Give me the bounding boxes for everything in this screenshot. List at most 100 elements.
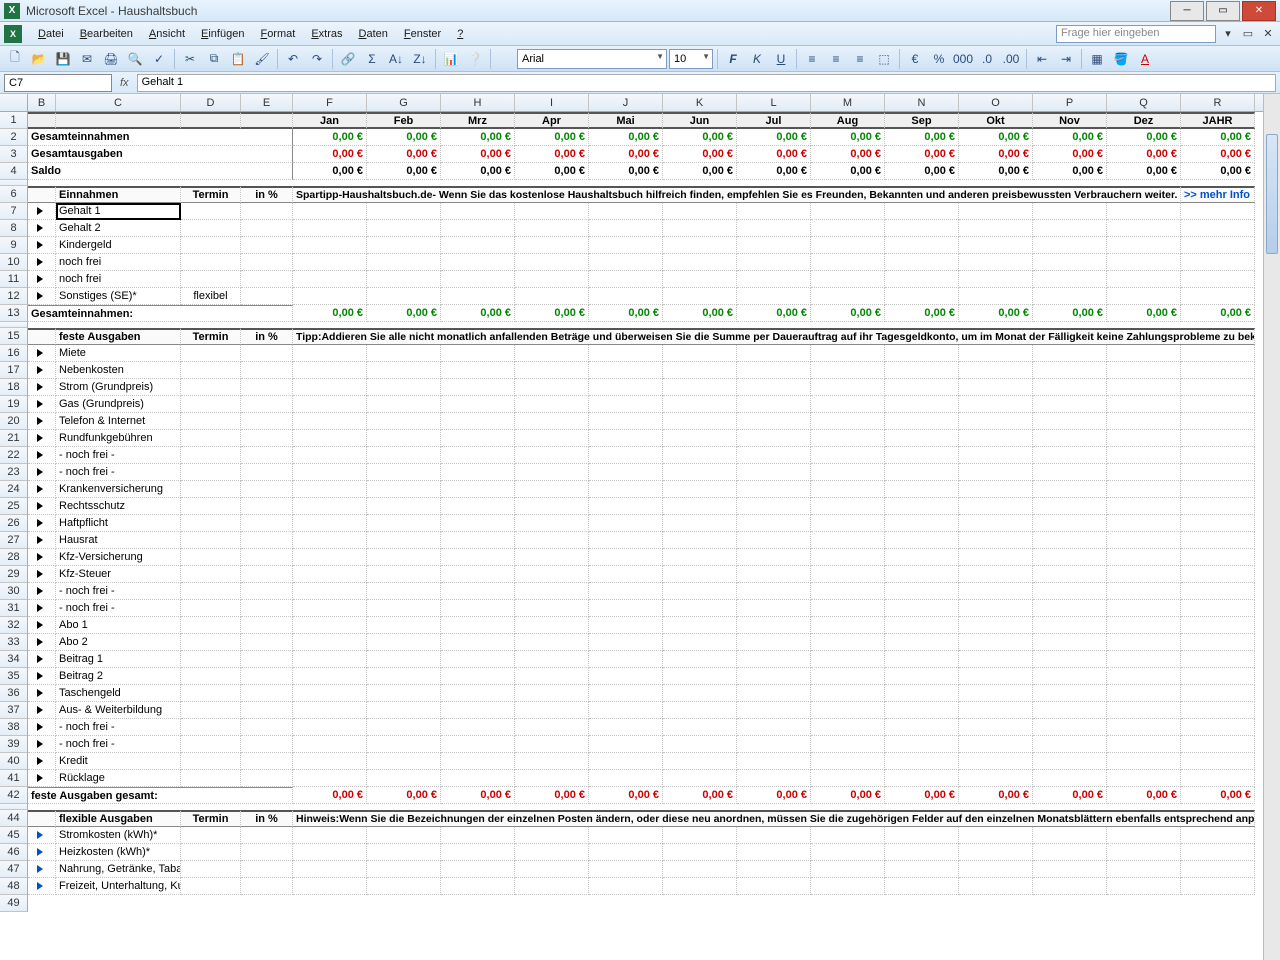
col-header-C[interactable]: C xyxy=(56,94,181,111)
close-workbook-button[interactable]: ✕ xyxy=(1260,26,1276,42)
fill-color-icon[interactable]: 🪣 xyxy=(1110,48,1132,70)
row-header-8[interactable]: 8 xyxy=(0,220,28,237)
col-header-M[interactable]: M xyxy=(811,94,885,111)
row-header-26[interactable]: 26 xyxy=(0,515,28,532)
row-header-7[interactable]: 7 xyxy=(0,203,28,220)
row-header-20[interactable]: 20 xyxy=(0,413,28,430)
col-header-R[interactable]: R xyxy=(1181,94,1255,111)
fest-item[interactable]: Abo 1 xyxy=(56,617,181,634)
month-header-Okt[interactable]: Okt xyxy=(959,112,1033,129)
fest-item[interactable]: Hausrat xyxy=(56,532,181,549)
increase-indent-icon[interactable]: ⇥ xyxy=(1055,48,1077,70)
menu-datei[interactable]: Datei xyxy=(30,25,72,43)
mail-icon[interactable]: ✉ xyxy=(76,48,98,70)
month-header-Mai[interactable]: Mai xyxy=(589,112,663,129)
paste-icon[interactable]: 📋 xyxy=(227,48,249,70)
fx-icon[interactable]: fx xyxy=(120,77,129,89)
hyperlink-icon[interactable]: 🔗 xyxy=(337,48,359,70)
preview-icon[interactable]: 🔍 xyxy=(124,48,146,70)
row-header-18[interactable]: 18 xyxy=(0,379,28,396)
fest-item[interactable]: - noch frei - xyxy=(56,583,181,600)
restore-window-button[interactable]: ▭ xyxy=(1240,26,1256,42)
fest-item[interactable]: Strom (Grundpreis) xyxy=(56,379,181,396)
row-header-31[interactable]: 31 xyxy=(0,600,28,617)
month-header-Mrz[interactable]: Mrz xyxy=(441,112,515,129)
row-header-25[interactable]: 25 xyxy=(0,498,28,515)
month-header-Aug[interactable]: Aug xyxy=(811,112,885,129)
cut-icon[interactable]: ✂ xyxy=(179,48,201,70)
col-header-L[interactable]: L xyxy=(737,94,811,111)
menu-einfügen[interactable]: Einfügen xyxy=(193,25,252,43)
fest-item[interactable]: Nebenkosten xyxy=(56,362,181,379)
percent-icon[interactable]: % xyxy=(928,48,950,70)
increase-decimal-icon[interactable]: .0 xyxy=(976,48,998,70)
fest-item[interactable]: Kredit xyxy=(56,753,181,770)
row-header-11[interactable]: 11 xyxy=(0,271,28,288)
menu-ansicht[interactable]: Ansicht xyxy=(141,25,193,43)
einnahmen-item[interactable]: Gehalt 2 xyxy=(56,220,181,237)
summary-Gesamteinnahmen[interactable]: Gesamteinnahmen xyxy=(28,129,293,146)
format-painter-icon[interactable]: 🖌 xyxy=(251,48,273,70)
redo-icon[interactable]: ↷ xyxy=(306,48,328,70)
row-header-32[interactable]: 32 xyxy=(0,617,28,634)
fest-item[interactable]: Beitrag 2 xyxy=(56,668,181,685)
underline-icon[interactable]: U xyxy=(770,48,792,70)
fest-item[interactable]: - noch frei - xyxy=(56,719,181,736)
month-header-Jun[interactable]: Jun xyxy=(663,112,737,129)
borders-icon[interactable]: ▦ xyxy=(1086,48,1108,70)
font-size-select[interactable]: 10▼ xyxy=(669,49,713,69)
row-header-48[interactable]: 48 xyxy=(0,878,28,895)
row-header-34[interactable]: 34 xyxy=(0,651,28,668)
autosum-icon[interactable]: Σ xyxy=(361,48,383,70)
excel-menu-icon[interactable]: X xyxy=(4,25,22,43)
name-box[interactable]: C7 xyxy=(4,74,112,92)
row-header-29[interactable]: 29 xyxy=(0,566,28,583)
row-header-41[interactable]: 41 xyxy=(0,770,28,787)
col-header-H[interactable]: H xyxy=(441,94,515,111)
row-header-21[interactable]: 21 xyxy=(0,430,28,447)
menu-bearbeiten[interactable]: Bearbeiten xyxy=(72,25,141,43)
row-header-23[interactable]: 23 xyxy=(0,464,28,481)
fest-item[interactable]: Abo 2 xyxy=(56,634,181,651)
decrease-indent-icon[interactable]: ⇤ xyxy=(1031,48,1053,70)
row-header-27[interactable]: 27 xyxy=(0,532,28,549)
chart-icon[interactable]: 📊 xyxy=(440,48,462,70)
month-header-Jul[interactable]: Jul xyxy=(737,112,811,129)
col-header-E[interactable]: E xyxy=(241,94,293,111)
summary-Gesamtausgaben[interactable]: Gesamtausgaben xyxy=(28,146,293,163)
month-header-Dez[interactable]: Dez xyxy=(1107,112,1181,129)
select-all-corner[interactable] xyxy=(0,94,28,111)
month-header-JAHR[interactable]: JAHR xyxy=(1181,112,1255,129)
fest-item[interactable]: - noch frei - xyxy=(56,464,181,481)
minimize-button[interactable]: ─ xyxy=(1170,1,1204,21)
save-icon[interactable]: 💾 xyxy=(52,48,74,70)
bold-icon[interactable]: F xyxy=(722,48,744,70)
month-header-Jan[interactable]: Jan xyxy=(293,112,367,129)
einnahmen-item[interactable]: Kindergeld xyxy=(56,237,181,254)
month-header-Apr[interactable]: Apr xyxy=(515,112,589,129)
menu-daten[interactable]: Daten xyxy=(351,25,396,43)
new-icon[interactable]: 🗋 xyxy=(4,48,26,70)
fest-item[interactable]: Aus- & Weiterbildung xyxy=(56,702,181,719)
col-header-P[interactable]: P xyxy=(1033,94,1107,111)
einnahmen-item[interactable]: Sonstiges (SE)* xyxy=(56,288,181,305)
sort-desc-icon[interactable]: Z↓ xyxy=(409,48,431,70)
row-header-22[interactable]: 22 xyxy=(0,447,28,464)
row-header-47[interactable]: 47 xyxy=(0,861,28,878)
fest-item[interactable]: Kfz-Versicherung xyxy=(56,549,181,566)
col-header-D[interactable]: D xyxy=(181,94,241,111)
flex-item[interactable]: Stromkosten (kWh)* xyxy=(56,827,181,844)
fest-item[interactable]: Kfz-Steuer xyxy=(56,566,181,583)
menu-fenster[interactable]: Fenster xyxy=(396,25,449,43)
col-header-J[interactable]: J xyxy=(589,94,663,111)
sort-asc-icon[interactable]: A↓ xyxy=(385,48,407,70)
row-header-6[interactable]: 6 xyxy=(0,186,28,203)
row-header-37[interactable]: 37 xyxy=(0,702,28,719)
vertical-scrollbar[interactable] xyxy=(1263,94,1280,960)
flex-item[interactable]: Nahrung, Getränke, Tabak (VP) xyxy=(56,861,181,878)
currency-icon[interactable]: € xyxy=(904,48,926,70)
decrease-decimal-icon[interactable]: .00 xyxy=(1000,48,1022,70)
row-header-13[interactable]: 13 xyxy=(0,305,28,322)
row-header-44[interactable]: 44 xyxy=(0,810,28,827)
row-header-49[interactable]: 49 xyxy=(0,895,28,912)
